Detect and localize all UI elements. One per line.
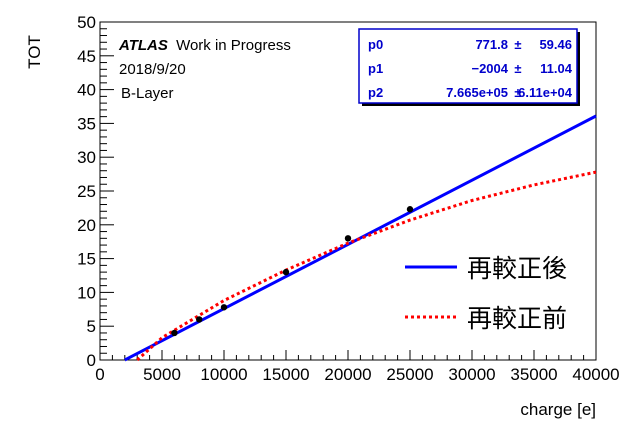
atlas-label: ATLAS Work in Progress [118,37,291,54]
layer-label: B-Layer [121,85,174,102]
stats-pm-symbol: ± [514,61,521,76]
data-point [220,304,228,311]
stats-rows: p0 771.8 ±59.46 p1 −2004 ±11.04 p2 7.665e+05 ±6.… [368,37,573,100]
x-tick-label: 5000 [143,365,181,384]
y-tick-label: 5 [87,317,96,336]
y-tick-label: 50 [77,13,96,32]
y-tick-label: 45 [77,47,96,66]
y-axis-title: TOT [25,35,44,69]
atlas-work-in-progress: Work in Progress [176,37,291,54]
series-line-before-calibration [136,170,597,362]
atlas-bold: ATLAS [118,37,168,54]
y-tick-label: 0 [87,351,96,370]
axis-tick-labels: 0 5000 10000 15000 20000 25000 30000 35000 40000… [77,13,620,384]
data-point [344,235,352,242]
legend-label-before: 再較正前 [467,304,567,333]
data-point [171,329,178,337]
x-tick-label: 20000 [324,365,371,384]
stats-param-name: p0 [368,37,383,52]
y-tick-label: 10 [77,283,96,302]
stats-pm-symbol: ± [514,85,521,100]
stats-param-error: 6.11e+04 [518,85,573,100]
x-tick-label: 10000 [200,365,247,384]
x-tick-label: 40000 [572,365,619,384]
stats-param-name: p2 [368,85,383,100]
y-tick-label: 30 [77,148,96,167]
x-tick-label: 0 [95,365,104,384]
data-point [406,206,414,213]
y-tick-label: 20 [77,216,96,235]
stats-box-frame [358,28,578,104]
x-tick-label: 35000 [510,365,557,384]
legend: 再較正後 再較正前 [405,254,567,333]
data-point [282,268,290,276]
stats-pm-symbol: ± [514,37,521,52]
x-axis-title: charge [e] [520,400,596,419]
stats-param-error: 11.04 [540,61,573,76]
fit-stats-box: p0 771.8 ±59.46 p1 −2004 ±11.04 p2 7.665e+05 ±6.… [358,28,580,106]
series-layer [124,114,597,362]
y-tick-label: 25 [77,182,96,201]
x-tick-label: 25000 [386,365,433,384]
y-tick-label: 35 [77,114,96,133]
stats-param-value: 771.8 [475,37,508,52]
y-tick-label: 15 [77,250,96,269]
legend-label-after: 再較正後 [467,254,567,283]
stats-param-error: 59.46 [539,37,572,52]
data-points [171,206,414,337]
stats-param-value: 7.665e+05 [446,85,508,100]
x-tick-label: 30000 [448,365,495,384]
date-label: 2018/9/20 [119,61,186,78]
stats-param-name: p1 [368,61,383,76]
data-point [196,316,203,323]
x-tick-label: 15000 [262,365,309,384]
series-line-after-calibration [124,114,597,362]
stats-param-value: −2004 [471,61,508,76]
y-tick-label: 40 [77,81,96,100]
